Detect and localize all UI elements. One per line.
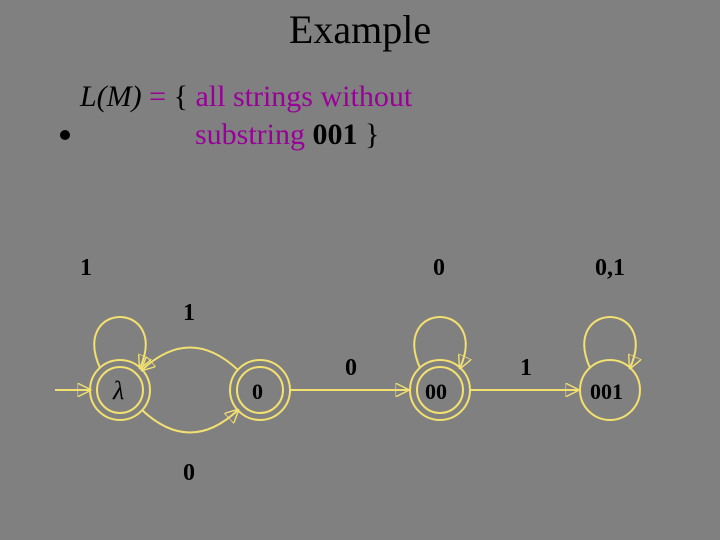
definition-line-2: substring 001 } <box>195 118 379 152</box>
edge-label-q1-q2: 0 <box>345 355 357 381</box>
state-0: 0 <box>230 360 290 420</box>
def-phrase-1: all strings without <box>195 80 412 113</box>
equals-sign: = <box>149 80 173 113</box>
edge-label-q0-loop: 1 <box>80 255 92 281</box>
definition-line-1: L(M) = { all strings without <box>80 80 412 114</box>
state-label-lambda: λ <box>112 376 124 405</box>
state-001: 001 <box>580 360 640 420</box>
edge-label-q0-q1: 0 <box>183 460 195 486</box>
slide-title: Example <box>0 6 720 53</box>
edge-label-q3-loop: 0,1 <box>595 255 625 281</box>
edge-q0-q1 <box>142 410 238 433</box>
state-00: 00 <box>410 360 470 420</box>
language-symbol: L(M) <box>80 80 142 113</box>
close-brace: } <box>365 118 379 151</box>
def-phrase-2: substring <box>195 118 305 151</box>
open-brace: { <box>174 80 196 113</box>
automaton-diagram: λ 0 00 001 1 0 1 0 0 1 0,1 <box>0 240 720 520</box>
edge-label-q1-q0: 1 <box>183 300 195 326</box>
edge-q1-q0 <box>142 348 238 371</box>
edge-label-q2-q3: 1 <box>520 355 532 381</box>
forbidden-substring: 001 <box>313 118 366 151</box>
edge-label-q2-loop: 0 <box>433 255 445 281</box>
state-label-001: 001 <box>590 379 623 404</box>
bullet-dot <box>60 130 70 140</box>
state-lambda: λ <box>90 360 150 420</box>
state-label-00: 00 <box>425 379 447 404</box>
state-label-0: 0 <box>252 379 263 404</box>
